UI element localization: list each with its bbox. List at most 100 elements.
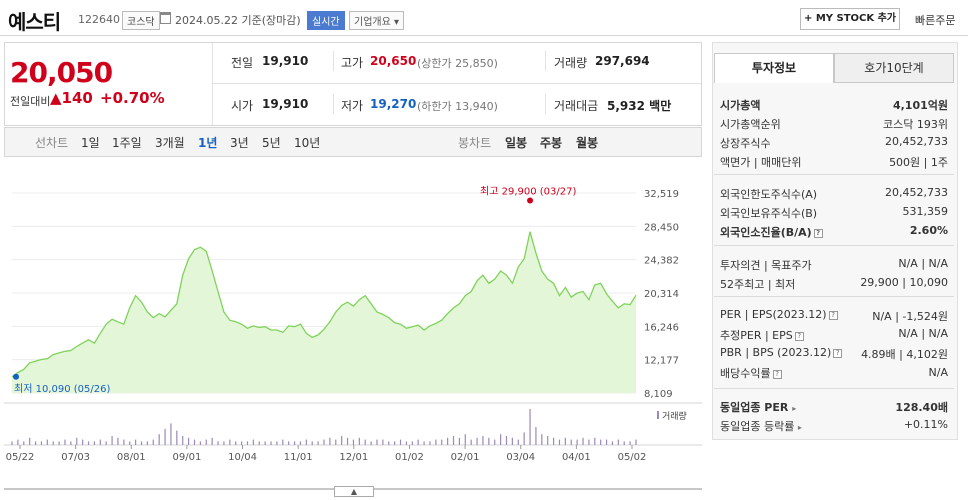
volume-bar (82, 439, 84, 445)
volume-bar (217, 441, 219, 445)
period-10y[interactable]: 10년 (294, 136, 321, 150)
help-icon[interactable]: ? (794, 331, 804, 341)
candle-weekly[interactable]: 주봉 (540, 136, 563, 150)
sector-rate-label[interactable]: 동일업종 등락률 ▸ (720, 420, 802, 433)
low-marker (13, 373, 19, 380)
volume-bar (600, 439, 602, 445)
chevron-up-icon: ▲ (350, 487, 358, 496)
volume-bar (529, 409, 531, 445)
high-label: 고가 (341, 56, 364, 70)
x-axis-labels: 05/22 07/03 08/01 09/01 10/04 11/01 12/01 01/02… (6, 445, 647, 463)
divider (212, 43, 213, 125)
volume-bar (158, 434, 160, 445)
volume-bar (329, 437, 331, 445)
volume-bar (311, 441, 313, 445)
volume-bar (382, 439, 384, 445)
period-1w[interactable]: 1주일 (112, 136, 142, 150)
volume-bar (594, 437, 596, 445)
volume-bar (405, 441, 408, 445)
low-value: 19,270 (370, 97, 417, 111)
corp-info-dropdown[interactable]: 기업개요 ▾ (349, 11, 405, 30)
volume-bar (582, 437, 584, 445)
sector-per-label[interactable]: 동일업종 PER ▸ (720, 401, 797, 414)
volume-bar (282, 439, 284, 445)
divider (213, 83, 701, 84)
divider (333, 51, 334, 71)
chevron-right-icon: ▸ (797, 423, 802, 432)
stock-header (0, 0, 968, 36)
chevron-right-icon: ▸ (792, 404, 797, 413)
volume-bar (570, 439, 572, 445)
up-triangle-icon: ▲ (50, 89, 62, 107)
realtime-button[interactable]: 실시간 (307, 11, 345, 30)
x-tick-label: 03/04 (506, 452, 535, 463)
volume-bar (488, 437, 490, 445)
x-tick-label: 08/01 (117, 452, 146, 463)
volume-bar (535, 427, 537, 445)
divider (714, 296, 954, 297)
help-icon[interactable]: ? (828, 310, 838, 320)
volume-bar (293, 441, 296, 445)
help-icon[interactable]: ? (833, 348, 843, 358)
tab-hoga-10[interactable]: 호가10단계 (834, 53, 954, 83)
x-tick-label: 07/03 (61, 452, 90, 463)
quick-order-link[interactable]: 빠른주문 (915, 14, 956, 27)
volume-bar (211, 437, 213, 445)
volume-bar (170, 423, 172, 445)
help-icon[interactable]: ? (772, 369, 782, 379)
period-5y[interactable]: 5년 (262, 136, 281, 150)
volume-bar (264, 441, 266, 445)
x-tick-label: 10/04 (228, 452, 257, 463)
volume-bar (164, 428, 166, 445)
volume-bar (476, 437, 478, 445)
candle-monthly[interactable]: 월봉 (576, 136, 599, 150)
volume-bar (552, 437, 555, 445)
volume-bar (140, 441, 143, 445)
volume-bar (635, 439, 637, 445)
invest-info-panel (712, 42, 958, 440)
lower-limit: (하한가 13,940) (417, 100, 498, 113)
period-3y[interactable]: 3년 (230, 136, 249, 150)
volume-bar (193, 439, 196, 445)
volume-bars (11, 409, 637, 445)
period-1d[interactable]: 1일 (81, 136, 100, 150)
volume-bar (629, 441, 631, 445)
help-icon[interactable]: ? (813, 228, 823, 238)
volume-bar (223, 441, 225, 445)
candle-daily[interactable]: 일봉 (505, 136, 528, 150)
est-per-label: 추정PER | EPS? (720, 327, 804, 343)
volume-bar (517, 439, 519, 445)
divider (545, 51, 546, 71)
volume-bar (58, 441, 60, 445)
volume-bar (447, 437, 449, 445)
pbr-label: PBR | BPS (2023.12)? (720, 346, 843, 359)
volume-bar (500, 434, 502, 445)
volume-bar (605, 439, 608, 445)
volume-legend-swatch (657, 411, 659, 419)
period-1y[interactable]: 1년 (198, 136, 218, 150)
volume-bar (29, 437, 31, 445)
tab-invest-info[interactable]: 투자정보 (714, 53, 834, 83)
chart-expand-handle[interactable]: ▲ (334, 486, 374, 497)
period-3m[interactable]: 3개월 (155, 136, 185, 150)
divider (545, 94, 546, 114)
volume-bar (541, 434, 543, 445)
volume-bar (87, 441, 90, 445)
sector-per-value: 128.40배 (895, 401, 948, 414)
volume-bar (17, 439, 19, 445)
x-tick-label: 05/02 (618, 452, 647, 463)
volume-bar (452, 436, 455, 445)
divider (714, 388, 954, 389)
volume-bar (617, 439, 619, 445)
my-stock-add-button[interactable]: + MY STOCK 추가 (800, 8, 900, 30)
volume-bar (370, 441, 372, 445)
volume-bar (435, 439, 437, 445)
volume-bar (93, 441, 96, 445)
volume-bar (152, 439, 154, 445)
shares-label: 상장주식수 (720, 137, 771, 150)
volume-bar (146, 441, 148, 445)
volume-bar (335, 439, 337, 445)
price-chart: 32,519 28,450 24,382 20,314 16,246 12,177 8,10… (4, 185, 702, 463)
volume-bar (135, 439, 137, 445)
low-label: 저가 (341, 99, 364, 113)
